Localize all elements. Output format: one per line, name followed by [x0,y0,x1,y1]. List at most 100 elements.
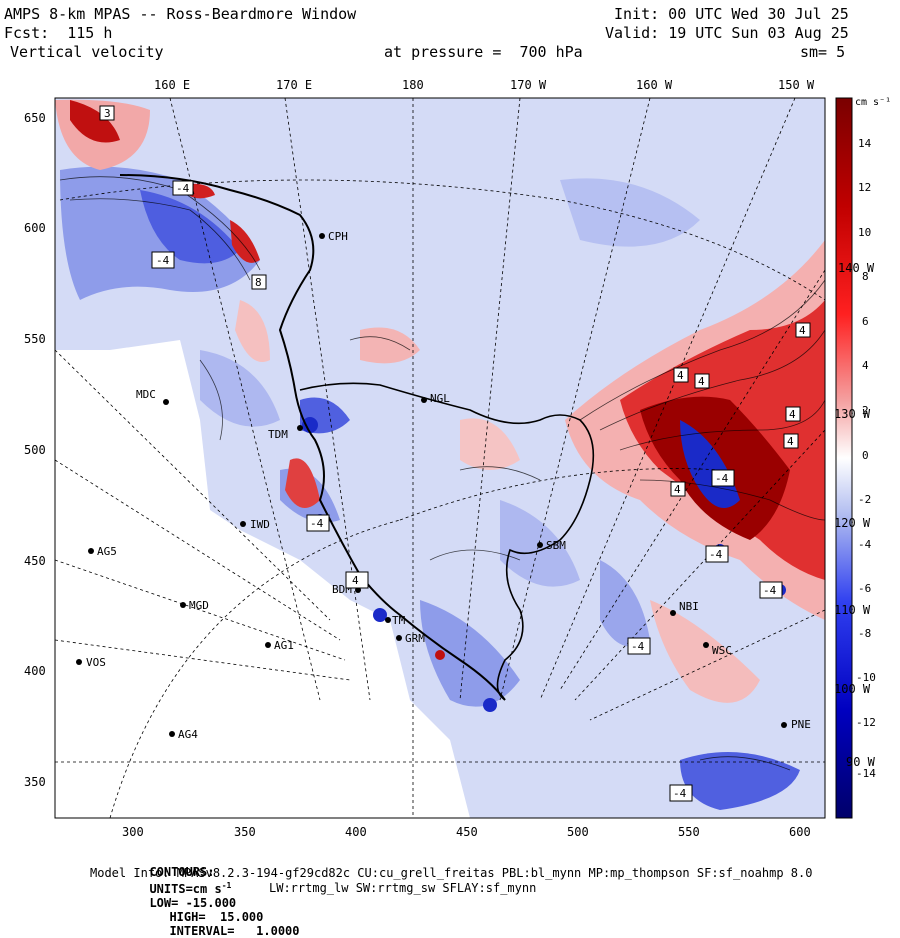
smoothing-value: sm= 5 [800,43,846,61]
station-label: TM [392,614,406,627]
station-dot [297,425,303,431]
contour-interval: INTERVAL= 1.0000 [169,924,300,938]
extrema-label: -4 [310,517,324,530]
station-dot [385,617,391,623]
lon-label: 180 [402,78,424,92]
coastline [119,174,506,701]
cb-tick: -8 [858,627,871,640]
y-label: 650 [24,111,46,125]
cb-tick: 14 [858,137,872,150]
extrema-label: 4 [674,483,681,496]
station-label: MGD [189,599,209,612]
cb-tick: -10 [856,671,876,684]
x-label: 600 [789,825,811,839]
lon-label: 120 W [834,516,871,530]
plateau-region [55,340,470,818]
extrema-label: 4 [787,435,794,448]
station-label: NBI [679,600,699,613]
top-lon-labels: 160 E 170 E 180 170 W 160 W 150 W [154,78,815,92]
extrema-label: -4 [715,472,729,485]
station-dot [76,659,82,665]
station-dot [421,397,427,403]
left-y-labels: 650 600 550 500 450 400 350 [24,111,46,789]
contour-high: HIGH= 15.000 [169,910,264,924]
pressure-level: at pressure = 700 hPa [384,43,583,61]
station-label: AG5 [97,545,117,558]
init-time: Init: 00 UTC Wed 30 Jul 25 [614,5,849,23]
extrema-label: 4 [799,324,806,337]
cb-tick: -4 [858,538,872,551]
x-label: 400 [345,825,367,839]
station-label: VOS [86,656,106,669]
lon-label: 90 W [846,755,876,769]
y-label: 450 [24,554,46,568]
station-dot [169,731,175,737]
cb-tick: 0 [862,449,869,462]
lon-label: 150 W [778,78,815,92]
variable-name: Vertical velocity [10,43,164,61]
station-dot [355,587,361,593]
bottom-x-labels: 300 350 400 450 500 550 600 [122,825,811,839]
model-info: Model Info: MPASv8.2.3-194-gf29cd82c CU:… [90,866,813,880]
y-label: 550 [24,332,46,346]
station-label: AG4 [178,728,198,741]
extrema-label: -4 [709,548,723,561]
station-dot [88,548,94,554]
extrema-label: -4 [631,640,645,653]
ice-shelf-front [299,382,595,701]
y-label: 350 [24,775,46,789]
station-dot [396,635,402,641]
station-dot [537,542,543,548]
forecast-hour: Fcst: 115 h [4,24,113,42]
x-label: 300 [122,825,144,839]
y-label: 400 [24,664,46,678]
station-label: IWD [250,518,270,531]
contour-low: LOW= -15.000 [149,896,237,910]
extrema-label: 4 [789,408,796,421]
x-label: 550 [678,825,700,839]
cb-tick: -6 [858,582,871,595]
extrema-label: 4 [698,375,705,388]
lon-label: 110 W [834,603,871,617]
colorbar [835,97,853,819]
stations: CPH MDC TDM NGL IWD AG5 SBM MGD BDM TM G… [76,230,811,741]
x-label: 450 [456,825,478,839]
contours-label: CONTOURS: [149,865,215,879]
lon-label: 170 E [276,78,312,92]
extrema-label: -4 [156,254,170,267]
x-label: 500 [567,825,589,839]
x-label: 350 [234,825,256,839]
units-superscript: -1 [221,881,232,890]
cb-tick: 12 [858,181,871,194]
station-label: CPH [328,230,348,243]
cb-tick: -12 [856,716,876,729]
station-label: PNE [791,718,811,731]
extrema-label: 3 [104,107,111,120]
cb-tick: 8 [862,270,869,283]
station-dot [670,610,676,616]
station-label: AG1 [274,639,294,652]
lon-label: 130 W [834,407,871,421]
units-label: UNITS=cm s [149,882,222,896]
station-dot [319,233,325,239]
station-dot [781,722,787,728]
cb-tick: 6 [862,315,869,328]
extrema-label: -4 [763,584,777,597]
cb-tick: 2 [862,404,869,417]
lon-label: 160 W [636,78,673,92]
station-label: WSC [712,644,732,657]
y-label: 500 [24,443,46,457]
station-label: MDC [136,388,156,401]
extrema-label: 4 [352,574,359,587]
y-label: 600 [24,221,46,235]
map-plot: 14 12 10 8 6 4 2 0 -2 -4 -6 -8 -10 -12 -… [24,78,876,839]
station-dot [240,521,246,527]
extrema-label: -4 [673,787,687,800]
lon-label: 100 W [834,682,871,696]
right-lon-labels: 140 W 130 W 120 W 110 W 100 W 90 W [834,261,876,769]
station-dot [703,642,709,648]
cb-tick: 10 [858,226,871,239]
extrema-label: 4 [677,369,684,382]
cb-tick: -14 [856,767,876,780]
station-dot [180,602,186,608]
